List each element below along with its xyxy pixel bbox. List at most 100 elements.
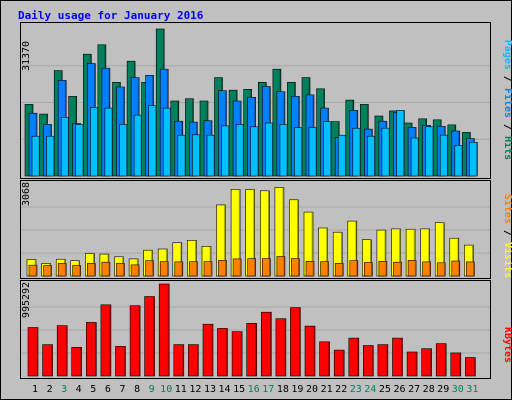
day-label-17: 17 (262, 384, 274, 395)
sites-bar-day-7 (116, 263, 125, 277)
kbytes-bar-day-5 (86, 322, 97, 377)
sites-bar-day-24 (363, 262, 373, 277)
day-label-24: 24 (364, 384, 376, 395)
day-label-5: 5 (90, 384, 96, 395)
sites-bar-day-15 (232, 258, 242, 277)
sites-bar-day-27 (407, 260, 417, 277)
kbytes-bar-day-20 (304, 325, 316, 377)
sites-bar-day-12 (189, 261, 198, 277)
svg-text:Sites / Visits: Sites / Visits (502, 194, 512, 278)
legend-bottom: KBytes (502, 327, 512, 363)
max-label-visits: 3068 (21, 182, 32, 206)
panel-visits-sites: 3068 Sites / Visits (20, 180, 512, 279)
sites-bar-day-14 (218, 260, 227, 277)
day-label-30: 30 (452, 384, 464, 395)
bars-visits-sites (26, 187, 475, 277)
legend-visits: Visits (502, 242, 512, 278)
chart-title: Daily usage for January 2016 (18, 9, 204, 22)
kbytes-bar-day-19 (290, 307, 301, 377)
day-label-10: 10 (160, 384, 172, 395)
day-label-23: 23 (350, 384, 362, 395)
sites-bar-day-25 (378, 260, 388, 277)
kbytes-bar-day-16 (246, 322, 257, 377)
day-label-28: 28 (423, 384, 435, 395)
sites-bar-day-26 (393, 261, 402, 277)
legend-top: Pages / Files / Hits (502, 40, 512, 160)
kbytes-bar-day-28 (421, 348, 433, 377)
day-label-29: 29 (437, 384, 449, 395)
day-label-25: 25 (379, 384, 391, 395)
kbytes-bar-day-31 (465, 357, 476, 377)
day-label-7: 7 (119, 384, 125, 395)
day-label-3: 3 (61, 384, 67, 395)
sites-bar-day-6 (101, 261, 111, 277)
kbytes-bar-day-23 (348, 337, 360, 377)
sites-bar-day-17 (261, 258, 271, 277)
day-label-18: 18 (277, 384, 289, 395)
sites-bar-day-3 (57, 263, 67, 277)
sites-bar-day-21 (320, 261, 329, 277)
sites-bar-day-20 (305, 260, 315, 277)
sites-bar-day-10 (159, 261, 169, 277)
x-axis-day-labels: 1 2 3 4 5 6 7 8 9 10 11 12 13 14 15 16 17 18 19 20 21 22 23 24 2… (32, 384, 478, 395)
kbytes-bar-day-12 (188, 344, 199, 377)
panel-kbytes: 995292 KBytes (20, 280, 512, 379)
kbytes-bar-day-21 (319, 341, 330, 377)
day-label-15: 15 (233, 384, 245, 395)
kbytes-bar-day-22 (333, 349, 345, 377)
sites-bar-day-11 (174, 261, 184, 277)
day-label-31: 31 (466, 384, 478, 395)
legend-files: Files (502, 88, 512, 118)
sites-bar-day-28 (422, 261, 432, 277)
kbytes-bar-day-6 (100, 304, 112, 377)
sites-bar-day-1 (28, 264, 38, 277)
sites-bar-day-22 (334, 263, 344, 277)
day-label-21: 21 (321, 384, 333, 395)
kbytes-bar-day-18 (275, 318, 287, 377)
sites-bar-day-13 (203, 261, 213, 277)
legend-sep-2: / (502, 118, 512, 136)
legend-sep-3: / (502, 224, 512, 242)
legend-hits: Hits (502, 136, 512, 160)
legend-sites: Sites (502, 194, 512, 224)
kbytes-bar-day-4 (71, 346, 82, 377)
legend-kbytes: KBytes (502, 327, 512, 363)
day-label-2: 2 (47, 384, 53, 395)
legend-pages: Pages (502, 40, 512, 70)
kbytes-bar-day-8 (129, 305, 141, 377)
kbytes-bar-day-17 (260, 311, 272, 377)
sites-bar-day-2 (43, 265, 52, 277)
sites-bar-day-8 (130, 264, 140, 277)
sites-bar-day-5 (87, 263, 96, 277)
pages-bar-day-31 (469, 142, 478, 177)
day-label-27: 27 (408, 384, 420, 395)
max-label-kbytes: 995292 (21, 282, 32, 318)
bars-hits-files-pages (24, 28, 478, 177)
kbytes-bar-day-25 (377, 344, 389, 377)
kbytes-bar-day-13 (202, 323, 214, 377)
kbytes-bar-day-3 (56, 325, 68, 377)
sites-bar-day-4 (72, 265, 81, 277)
kbytes-bar-day-11 (173, 344, 185, 377)
kbytes-bar-day-14 (217, 328, 228, 377)
day-label-14: 14 (218, 384, 230, 395)
day-label-22: 22 (335, 384, 347, 395)
day-label-16: 16 (248, 384, 260, 395)
day-label-11: 11 (175, 384, 187, 395)
day-label-1: 1 (32, 384, 38, 395)
bars-kbytes (27, 283, 476, 377)
day-label-20: 20 (306, 384, 318, 395)
sites-bar-day-29 (436, 262, 446, 277)
day-label-19: 19 (291, 384, 303, 395)
kbytes-bar-day-15 (231, 331, 243, 377)
legend-middle: Sites / Visits (502, 194, 512, 278)
sites-bar-day-18 (276, 256, 286, 277)
svg-text:Pages / Files / Hits: Pages / Files / Hits (502, 40, 512, 160)
sites-bar-day-30 (451, 260, 461, 277)
kbytes-bar-day-2 (42, 344, 53, 377)
sites-bar-day-23 (349, 260, 359, 277)
kbytes-bar-day-24 (362, 345, 374, 377)
day-label-9: 9 (149, 384, 155, 395)
kbytes-bar-day-29 (435, 343, 447, 377)
